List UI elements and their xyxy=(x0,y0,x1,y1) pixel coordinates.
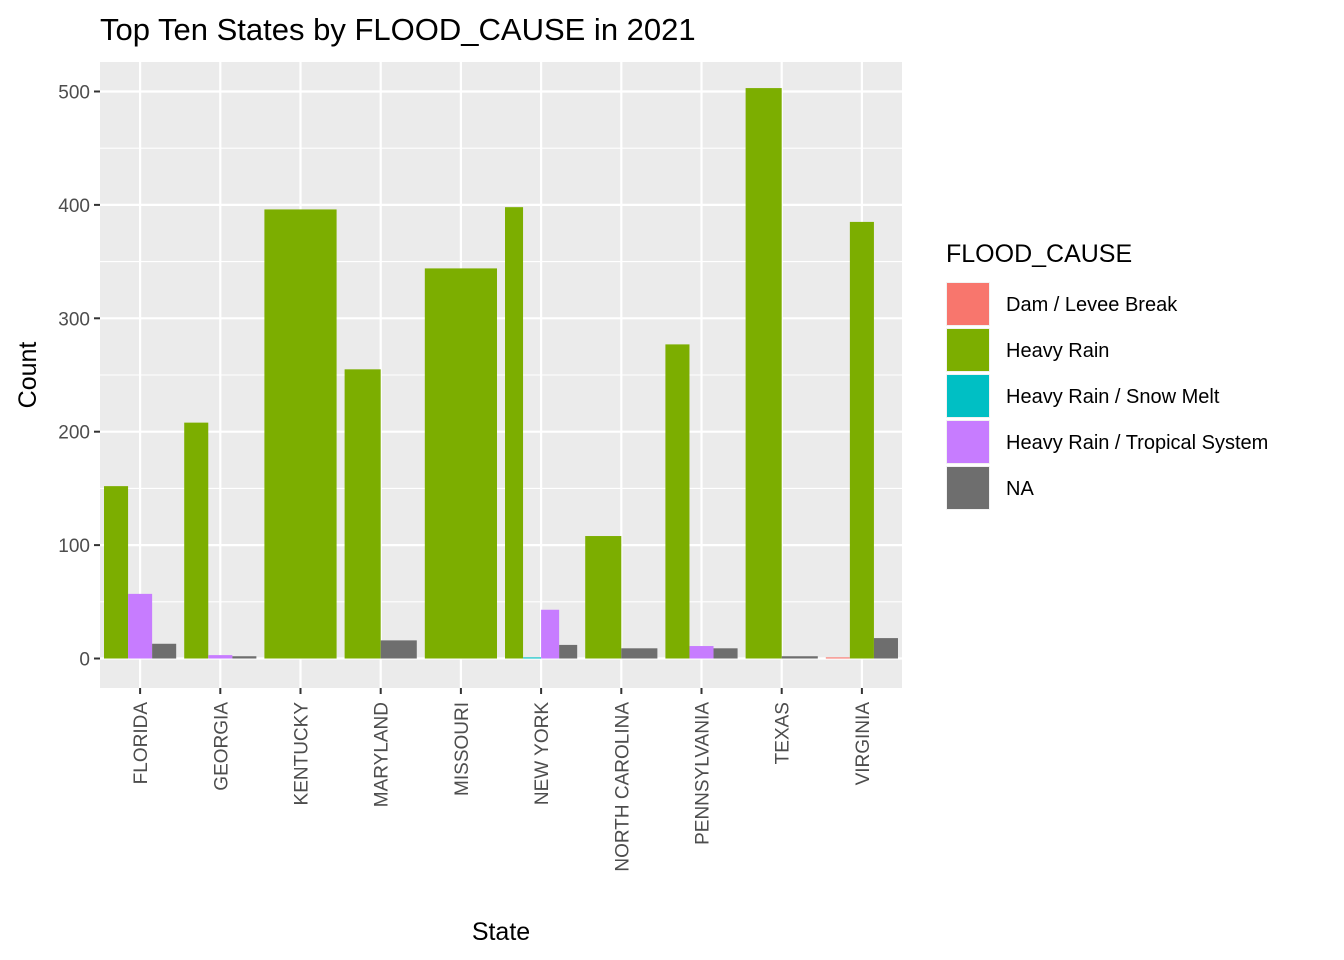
x-tick-label: GEORGIA xyxy=(211,702,232,791)
legend-label: Heavy Rain xyxy=(1006,340,1109,362)
bar xyxy=(424,268,497,659)
bar xyxy=(541,609,560,659)
y-axis-title: Count xyxy=(14,342,42,409)
x-tick-label: NEW YORK xyxy=(532,702,553,805)
legend-swatch xyxy=(947,375,989,417)
bar xyxy=(380,640,417,659)
y-tick-label: 300 xyxy=(58,309,90,330)
y-tick-label: 500 xyxy=(58,82,90,103)
legend-title: FLOOD_CAUSE xyxy=(946,240,1132,268)
bar xyxy=(344,369,381,659)
y-tick-label: 0 xyxy=(79,650,90,671)
bar xyxy=(104,486,129,659)
bar xyxy=(523,657,542,659)
bar xyxy=(689,646,714,659)
bar xyxy=(184,422,209,659)
bar xyxy=(825,657,850,659)
chart-title: Top Ten States by FLOOD_CAUSE in 2021 xyxy=(100,12,696,47)
x-axis: FLORIDA GEORGIA KENTUCKY MARYLAND MISSOURI NE… xyxy=(131,688,874,872)
legend-swatch xyxy=(947,283,989,325)
bar xyxy=(559,644,578,659)
bar xyxy=(849,221,874,659)
x-tick-label: MISSOURI xyxy=(452,702,473,796)
bar xyxy=(621,648,658,659)
x-tick-label: NORTH CAROLINA xyxy=(612,702,633,872)
legend-label: Heavy Rain / Snow Melt xyxy=(1006,386,1220,408)
bar xyxy=(232,656,257,659)
bar xyxy=(873,638,898,659)
legend-swatch xyxy=(947,421,989,463)
bar xyxy=(152,643,177,659)
x-axis-title: State xyxy=(472,918,530,946)
y-tick-label: 100 xyxy=(58,536,90,557)
legend-label: NA xyxy=(1006,478,1034,500)
x-tick-label: KENTUCKY xyxy=(292,702,313,806)
bar xyxy=(585,536,622,659)
bar xyxy=(128,593,153,659)
bars xyxy=(104,88,898,659)
bar xyxy=(264,209,337,659)
bar xyxy=(713,648,738,659)
y-tick-label: 400 xyxy=(58,196,90,217)
legend-swatch xyxy=(947,467,989,509)
x-tick-label: MARYLAND xyxy=(372,702,393,807)
x-tick-label: TEXAS xyxy=(773,702,794,764)
legend-label: Dam / Levee Break xyxy=(1006,294,1178,316)
legend: FLOOD_CAUSE Dam / Levee Break Heavy Rain H… xyxy=(946,240,1268,510)
bar xyxy=(745,88,782,659)
legend-swatch xyxy=(947,329,989,371)
bar xyxy=(665,344,690,659)
legend-label: Heavy Rain / Tropical System xyxy=(1006,432,1268,454)
x-tick-label: PENNSYLVANIA xyxy=(693,702,714,845)
y-axis: 0 100 200 300 400 500 xyxy=(58,82,100,671)
bar xyxy=(505,207,524,659)
y-tick-label: 200 xyxy=(58,423,90,444)
bar xyxy=(208,655,233,659)
x-tick-label: VIRGINIA xyxy=(853,702,874,786)
x-tick-label: FLORIDA xyxy=(131,702,152,785)
bar xyxy=(781,656,818,659)
